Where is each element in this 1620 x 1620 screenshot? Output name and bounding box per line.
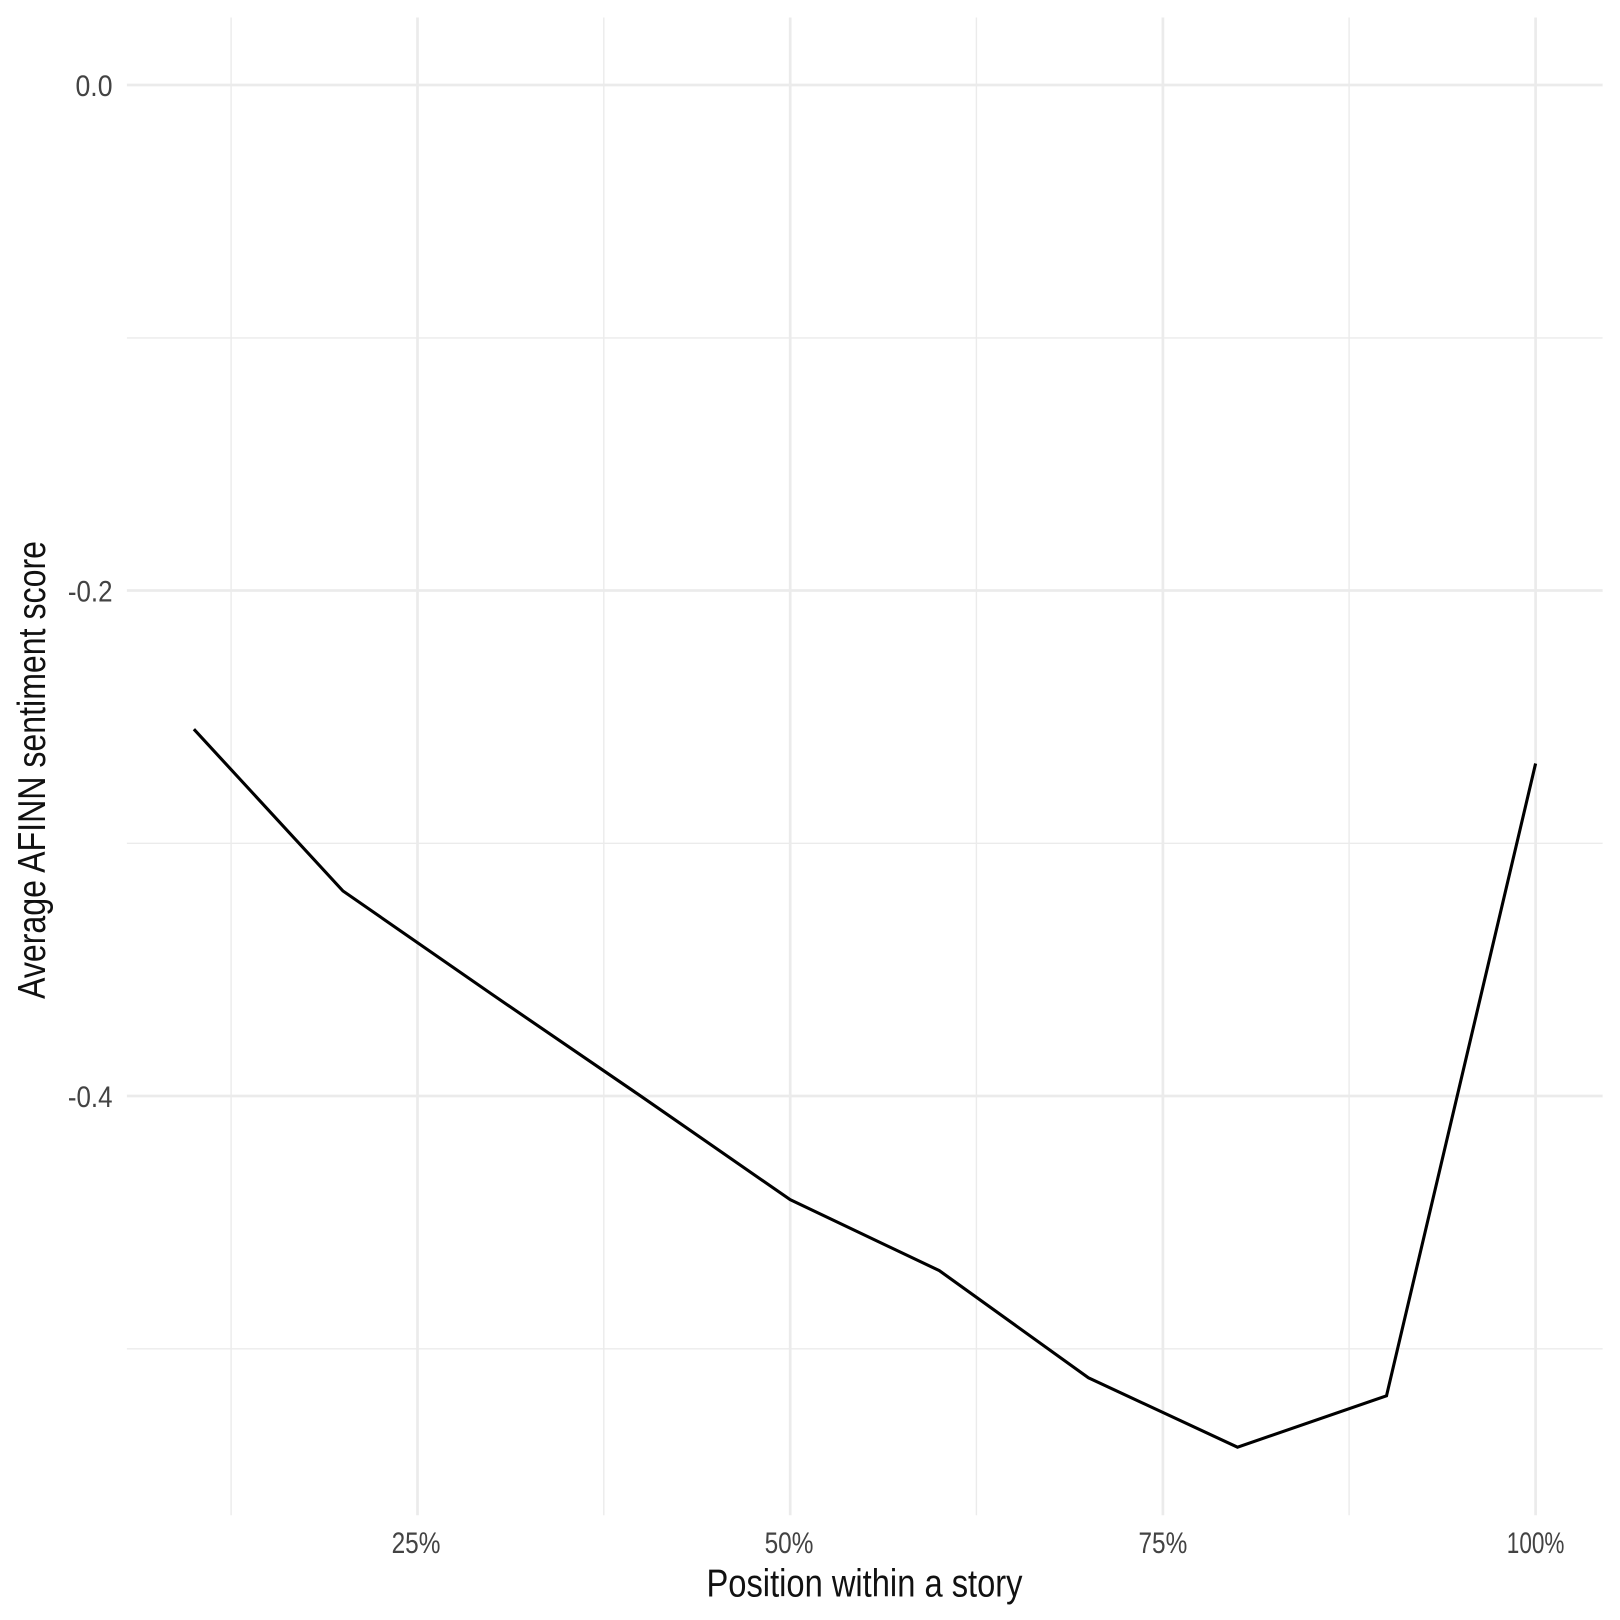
svg-text:75%: 75% [1139, 1527, 1188, 1560]
svg-text:100%: 100% [1507, 1527, 1565, 1560]
svg-text:0.0: 0.0 [76, 70, 113, 103]
svg-text:-0.4: -0.4 [68, 1081, 113, 1114]
svg-text:Average AFINN sentiment score: Average AFINN sentiment score [11, 541, 54, 999]
svg-text:Position within a story: Position within a story [707, 1563, 1023, 1606]
svg-text:-0.2: -0.2 [68, 575, 113, 608]
svg-text:25%: 25% [392, 1527, 441, 1560]
svg-text:50%: 50% [765, 1527, 814, 1560]
